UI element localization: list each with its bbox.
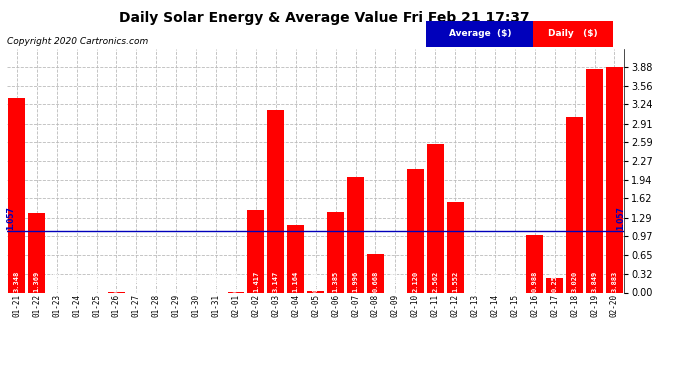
Bar: [267, 110, 284, 292]
Bar: [367, 254, 384, 292]
Bar: [307, 291, 324, 292]
Text: 0.000: 0.000: [153, 271, 159, 292]
Text: Copyright 2020 Cartronics.com: Copyright 2020 Cartronics.com: [7, 38, 148, 46]
Text: 0.000: 0.000: [94, 271, 99, 292]
Text: 0.988: 0.988: [532, 271, 538, 292]
Text: 0.000: 0.000: [193, 271, 199, 292]
Text: 0.002: 0.002: [233, 271, 239, 292]
Text: 1.057: 1.057: [6, 206, 15, 230]
Bar: [407, 170, 424, 292]
Text: 0.000: 0.000: [492, 271, 498, 292]
Text: 1.369: 1.369: [34, 271, 40, 292]
Text: 1.417: 1.417: [253, 271, 259, 292]
Text: 1.996: 1.996: [353, 271, 359, 292]
Bar: [347, 177, 364, 292]
Text: 0.000: 0.000: [512, 271, 518, 292]
Text: 0.000: 0.000: [133, 271, 139, 292]
Text: 2.562: 2.562: [432, 271, 438, 292]
Text: 1.385: 1.385: [333, 271, 339, 292]
Text: 0.000: 0.000: [472, 271, 478, 292]
Text: 0.022: 0.022: [313, 271, 319, 292]
Bar: [586, 69, 603, 292]
Text: 3.849: 3.849: [591, 271, 598, 292]
Text: 0.000: 0.000: [173, 271, 179, 292]
Bar: [8, 98, 26, 292]
Text: 2.120: 2.120: [413, 271, 418, 292]
Bar: [287, 225, 304, 292]
Bar: [566, 117, 583, 292]
Text: 1.552: 1.552: [452, 271, 458, 292]
Text: 3.883: 3.883: [611, 271, 618, 292]
Text: 0.006: 0.006: [113, 271, 119, 292]
Text: 1.164: 1.164: [293, 271, 299, 292]
Bar: [526, 235, 543, 292]
Bar: [327, 212, 344, 292]
Text: 3.147: 3.147: [273, 271, 279, 292]
Text: Average  ($): Average ($): [448, 29, 511, 38]
Bar: [606, 67, 623, 292]
Text: 0.000: 0.000: [54, 271, 60, 292]
Bar: [28, 213, 46, 292]
Text: 3.348: 3.348: [14, 271, 20, 292]
Bar: [426, 144, 444, 292]
Text: 0.000: 0.000: [213, 271, 219, 292]
Text: 0.668: 0.668: [373, 271, 378, 292]
Bar: [248, 210, 264, 292]
Text: Daily Solar Energy & Average Value Fri Feb 21 17:37: Daily Solar Energy & Average Value Fri F…: [119, 11, 530, 25]
Text: 3.020: 3.020: [571, 271, 578, 292]
Text: 1.057: 1.057: [616, 206, 625, 230]
Bar: [446, 202, 464, 292]
Text: 0.255: 0.255: [552, 271, 558, 292]
Bar: [546, 278, 563, 292]
Text: 0.000: 0.000: [393, 271, 398, 292]
Text: Daily   ($): Daily ($): [549, 29, 598, 38]
Text: 0.000: 0.000: [74, 271, 79, 292]
